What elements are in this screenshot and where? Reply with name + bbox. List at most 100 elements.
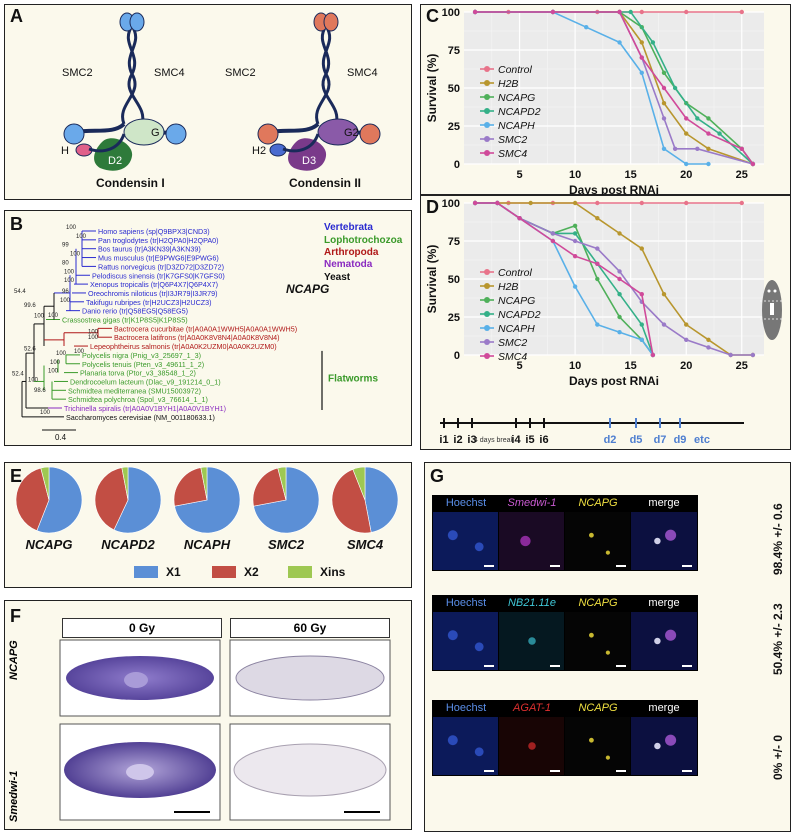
y-tick-label: 75 bbox=[448, 236, 460, 248]
condensin-diagram: SMC2 SMC4 H G D2 Condensin I SMC2 SMC4 H… bbox=[61, 12, 381, 190]
fish-tile-merge bbox=[630, 511, 698, 571]
scale-bar bbox=[616, 665, 626, 667]
data-point bbox=[706, 116, 711, 121]
legend-label: NCAPG bbox=[498, 92, 535, 104]
f-col-header-60gy: 60 Gy bbox=[230, 618, 390, 638]
pie-slice-x2 bbox=[331, 468, 372, 534]
data-point bbox=[495, 200, 500, 206]
legend-label: H2B bbox=[498, 281, 518, 293]
smc4-head bbox=[165, 123, 187, 145]
support-value: 100 bbox=[34, 314, 45, 320]
data-point bbox=[661, 322, 667, 327]
gene-label: NCAPG bbox=[286, 282, 329, 296]
support-value: 52.4 bbox=[12, 371, 24, 377]
support-value: 100 bbox=[50, 360, 61, 366]
data-point bbox=[617, 9, 622, 15]
group-label: Lophotrochozoa bbox=[324, 235, 403, 246]
pie-slice-xins bbox=[200, 466, 208, 501]
fish-tile-hoechst bbox=[432, 511, 500, 571]
data-point bbox=[706, 345, 711, 350]
support-value: 100 bbox=[66, 225, 77, 231]
data-point bbox=[572, 284, 578, 289]
timeline-label: d2 bbox=[604, 434, 617, 446]
taxon-label: Pan troglodytes (tr|H2QPA0|H2QPA0) bbox=[98, 236, 219, 245]
pie-title: NCAPD2 bbox=[101, 537, 155, 552]
legend-label: SMC2 bbox=[498, 337, 527, 349]
data-point bbox=[639, 40, 644, 45]
data-point bbox=[684, 200, 689, 206]
data-point bbox=[684, 161, 689, 167]
planarian-eye bbox=[767, 289, 771, 293]
scale-bar bbox=[550, 565, 560, 567]
c1-h-label: H bbox=[61, 145, 69, 157]
fish-tile-ncapg bbox=[564, 611, 632, 671]
data-point bbox=[572, 238, 578, 244]
pie-slice-x1 bbox=[36, 466, 83, 534]
scale-bar bbox=[616, 770, 626, 772]
legend-swatch bbox=[134, 566, 158, 578]
fish-tile-nb21-11e bbox=[498, 611, 566, 671]
data-point bbox=[750, 161, 756, 167]
scale-bar bbox=[616, 565, 626, 567]
group-label: Nematoda bbox=[324, 259, 373, 270]
c1-smc4-label: SMC4 bbox=[154, 67, 185, 79]
timeline-label: etc bbox=[694, 434, 710, 446]
data-point bbox=[661, 116, 667, 121]
fish-tile-hoechst bbox=[432, 611, 500, 671]
c1-smc2-label: SMC2 bbox=[62, 67, 93, 79]
data-point bbox=[595, 276, 600, 282]
panel-label-a: A bbox=[10, 6, 23, 26]
data-point bbox=[639, 200, 644, 206]
y-tick-label: 50 bbox=[448, 83, 460, 95]
pie-slice-x2 bbox=[173, 467, 208, 507]
panel-a bbox=[4, 4, 412, 200]
data-point bbox=[728, 352, 733, 358]
smc4-head-2 bbox=[359, 123, 381, 145]
data-point bbox=[584, 25, 589, 30]
y-tick-label: 100 bbox=[442, 7, 460, 19]
data-point bbox=[617, 276, 622, 282]
data-point bbox=[617, 330, 622, 335]
support-value: 54.4 bbox=[14, 289, 26, 295]
ish-images bbox=[59, 639, 391, 821]
legend-label: NCAPH bbox=[498, 120, 535, 132]
x-tick-label: 25 bbox=[736, 360, 748, 372]
data-point bbox=[639, 337, 644, 342]
panel-label-e: E bbox=[10, 466, 23, 486]
panel-label-c: C bbox=[426, 6, 439, 26]
data-point bbox=[617, 292, 622, 297]
smc2-head-2 bbox=[257, 123, 279, 145]
scale-bar bbox=[550, 770, 560, 772]
data-point bbox=[550, 231, 556, 236]
data-point bbox=[628, 9, 633, 15]
pie-slice-xins bbox=[277, 466, 287, 501]
c1-title: Condensin I bbox=[96, 176, 165, 190]
taxon-label: Homo sapiens (sp|Q9BPX3|CND3) bbox=[98, 227, 210, 236]
data-point bbox=[595, 200, 600, 206]
c2-g-label: G2 bbox=[344, 127, 359, 139]
planarian-pharynx bbox=[770, 303, 774, 315]
legend-label: Xins bbox=[320, 565, 346, 579]
subunit-d3 bbox=[288, 138, 327, 171]
x-tick-label: 5 bbox=[516, 169, 522, 181]
legend-label: NCAPH bbox=[498, 323, 535, 335]
legend-marker bbox=[484, 269, 490, 275]
support-value: 100 bbox=[56, 351, 67, 357]
pie-charts: NCAPG NCAPD2 NCAPH SMC2 SMC4 X1 X2 Xins bbox=[15, 466, 399, 579]
condensin-2 bbox=[257, 12, 381, 171]
data-point bbox=[661, 101, 667, 106]
taxon-label: Planaria torva (Ptor_v3_38548_1_2) bbox=[80, 369, 196, 378]
support-value: 96 bbox=[62, 289, 69, 295]
data-point bbox=[661, 292, 667, 297]
x-tick-label: 10 bbox=[569, 169, 581, 181]
fish-tile-hoechst bbox=[432, 716, 500, 776]
support-value: 52.6 bbox=[24, 346, 36, 352]
fish-channel-label: Hoechst bbox=[432, 595, 500, 611]
pie-slice-xins bbox=[121, 466, 129, 501]
colocalization-percent: 0% +/- 0 bbox=[771, 734, 785, 780]
data-point bbox=[572, 223, 578, 228]
data-point bbox=[661, 70, 667, 76]
data-point bbox=[595, 261, 600, 266]
data-point bbox=[472, 9, 478, 15]
timeline-label: d9 bbox=[674, 434, 687, 446]
